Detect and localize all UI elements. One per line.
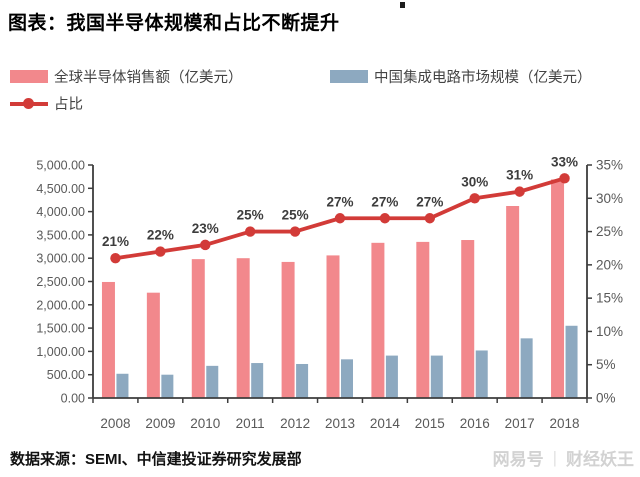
left-axis-tick-label: 0.00 xyxy=(61,392,85,406)
watermark-brand: 网易号 xyxy=(492,450,544,469)
china-ic-bar-2015 xyxy=(430,355,443,398)
left-axis-tick-label: 5,000.00 xyxy=(36,159,85,173)
china-ic-legend-label: 中国集成电路市场规模（亿美元） xyxy=(374,70,592,86)
global-sales-bar-2018 xyxy=(551,179,565,398)
left-axis-tick-label: 1,000.00 xyxy=(36,345,85,359)
global-sales-legend-swatch xyxy=(10,70,48,83)
ratio-point-2008 xyxy=(110,253,121,264)
x-axis-label-2015: 2015 xyxy=(415,416,445,431)
data-source-text: 数据来源：SEMI、中信建投证券研究发展部 xyxy=(10,451,302,468)
ratio-point-label-2017: 31% xyxy=(506,168,533,183)
ratio-point-label-2009: 22% xyxy=(147,228,174,243)
china-ic-legend-swatch xyxy=(330,70,368,83)
ratio-point-2011 xyxy=(244,226,256,237)
right-axis-tick-label: 5% xyxy=(596,357,616,372)
ratio-legend-swatch xyxy=(10,97,48,110)
global-sales-legend-label: 全球半导体销售额（亿美元） xyxy=(54,70,243,86)
ratio-legend-label: 占比 xyxy=(54,97,83,113)
ratio-point-label-2015: 27% xyxy=(416,194,443,209)
china-ic-bar-2014 xyxy=(385,355,398,398)
global-sales-bar-2016 xyxy=(461,240,475,398)
ratio-point-2015 xyxy=(424,213,436,224)
ratio-point-label-2016: 30% xyxy=(461,174,488,189)
global-sales-bar-2015 xyxy=(416,241,430,398)
global-sales-bar-2010 xyxy=(191,259,205,398)
left-axis-tick-label: 1,500.00 xyxy=(36,322,85,336)
ratio-point-2018 xyxy=(559,173,570,184)
x-axis-label-2012: 2012 xyxy=(280,416,310,431)
global-sales-bar-2014 xyxy=(371,242,385,398)
crop-artifact xyxy=(400,2,405,8)
combo-chart: 0.00 500.00 1,000.00 1,500.00 2,000.00 2,500.… xyxy=(36,154,623,431)
x-axis-label-2009: 2009 xyxy=(145,416,175,431)
watermark-account: 财经妖王 xyxy=(566,450,634,469)
china-ic-bar-2009 xyxy=(161,374,174,398)
ratio-point-label-2011: 25% xyxy=(237,208,264,223)
legend-item-china-ic: 中国集成电路市场规模（亿美元） xyxy=(330,66,592,87)
legend-item-ratio: 占比 xyxy=(10,93,83,114)
left-axis-tick-label: 2,500.00 xyxy=(36,275,85,289)
china-ic-bar-2008 xyxy=(116,373,129,398)
page-title: 图表：我国半导体规模和占比不断提升 xyxy=(8,13,340,34)
ratio-point-label-2012: 25% xyxy=(282,208,309,223)
ratio-point-2009 xyxy=(155,246,166,257)
legend-item-global-sales: 全球半导体销售额（亿美元） xyxy=(10,66,243,87)
ratio-point-label-2018: 33% xyxy=(551,154,578,169)
x-axis-label-2010: 2010 xyxy=(190,416,220,431)
china-ic-bar-2016 xyxy=(475,350,488,398)
global-sales-bar-2009 xyxy=(146,292,160,398)
china-ic-bar-2010 xyxy=(206,365,219,398)
ratio-point-2010 xyxy=(200,239,211,251)
ratio-point-2017 xyxy=(514,186,525,197)
x-axis-label-2016: 2016 xyxy=(460,416,490,431)
china-ic-bar-2012 xyxy=(296,363,309,398)
ratio-legend-dot xyxy=(23,98,34,109)
right-axis-tick-label: 0% xyxy=(596,391,616,406)
ratio-point-2016 xyxy=(469,193,480,204)
left-axis-tick-label: 4,000.00 xyxy=(36,205,85,219)
ratio-point-2014 xyxy=(379,213,391,224)
china-ic-bar-2013 xyxy=(341,359,353,398)
global-sales-bar-2011 xyxy=(236,258,250,398)
ratio-point-2012 xyxy=(289,226,301,237)
x-axis-label-2011: 2011 xyxy=(236,416,265,431)
global-sales-bar-2013 xyxy=(326,255,340,398)
ratio-point-label-2014: 27% xyxy=(371,194,398,209)
global-sales-bar-2012 xyxy=(281,261,295,398)
x-axis-label-2014: 2014 xyxy=(370,416,401,431)
china-ic-bar-2011 xyxy=(251,363,264,398)
left-axis-tick-label: 500.00 xyxy=(47,368,85,382)
x-axis-label-2008: 2008 xyxy=(100,416,130,431)
ratio-point-2013 xyxy=(334,213,346,224)
left-axis-tick-label: 2,000.00 xyxy=(36,298,85,312)
ratio-point-label-2010: 23% xyxy=(192,221,219,236)
global-sales-bar-2008 xyxy=(101,281,115,398)
china-ic-bar-2018 xyxy=(565,325,578,398)
left-axis-tick-label: 3,000.00 xyxy=(36,252,85,266)
right-axis-tick-label: 35% xyxy=(596,158,623,173)
x-axis-label-2018: 2018 xyxy=(550,416,580,431)
x-axis-label-2017: 2017 xyxy=(505,416,535,431)
left-axis-tick-label: 3,500.00 xyxy=(36,228,85,242)
right-axis-tick-label: 25% xyxy=(596,224,623,239)
global-sales-bar-2017 xyxy=(506,206,520,398)
watermark: 网易号 | 财经妖王 xyxy=(493,445,634,470)
ratio-point-label-2013: 27% xyxy=(326,194,353,209)
right-axis-tick-label: 10% xyxy=(596,324,623,339)
right-axis-tick-label: 30% xyxy=(596,191,623,206)
watermark-divider: | xyxy=(552,447,557,467)
ratio-point-label-2008: 21% xyxy=(102,234,129,249)
left-axis-tick-label: 4,500.00 xyxy=(36,182,85,196)
right-axis-tick-label: 20% xyxy=(596,257,623,272)
x-axis-label-2013: 2013 xyxy=(325,416,355,431)
china-ic-bar-2017 xyxy=(520,338,533,398)
right-axis-tick-label: 15% xyxy=(596,291,623,306)
